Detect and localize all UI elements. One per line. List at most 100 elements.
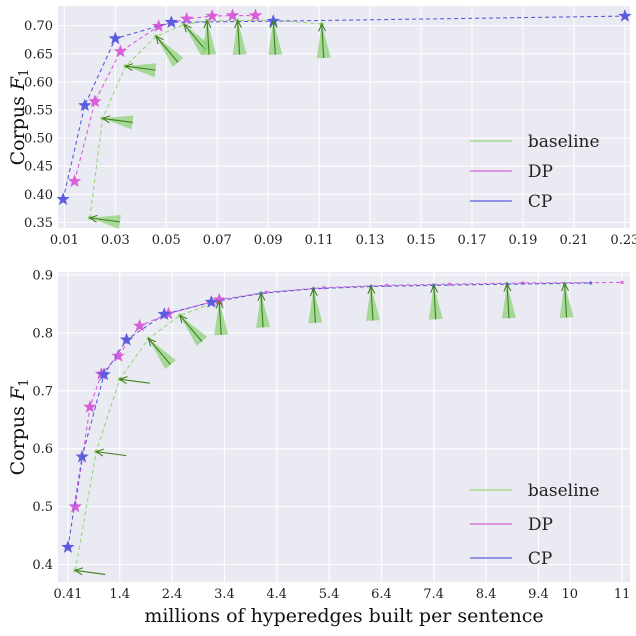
y-tick-label: 0.60 [24,75,53,90]
arrow-head [309,287,318,297]
arrow-head [367,285,376,295]
y-tick-label: 0.55 [24,103,53,118]
dp-point [520,280,526,286]
dp-point [384,282,390,288]
x-tick-label: 0.13 [356,233,385,248]
dp-point [180,11,194,25]
x-tick-label: 0.03 [101,233,130,248]
arrow-head [561,282,569,292]
arrow-head [318,22,327,32]
arrow-head [430,284,439,293]
x-tick-label: 0.41 [53,587,82,602]
y-tick-label: 0.70 [24,19,53,34]
arrow-shaft [433,285,437,320]
x-tick-label: 0.21 [559,233,588,248]
y-tick-label: 0.4 [32,558,53,573]
dp-point [113,44,128,58]
arrow-shaft [119,378,150,384]
arrow-head [215,299,224,309]
arrow-head [74,567,84,576]
cp-point [588,280,594,286]
legend-label-dp: DP [528,515,553,535]
y-tick-label: 0.50 [24,132,53,147]
y-tick-label: 0.40 [24,188,53,203]
arrow-shaft [155,35,179,63]
shaded-wedge [256,293,271,328]
y-tick-label: 0.45 [24,160,53,175]
chart-panel-2: 0.41 1.4 2.4 3.4 4.4 5.4 6.4 7.4 8.4 9.4 10 11 0.4 0.… [7,268,630,627]
x-tick-label: 0.05 [152,233,181,248]
dp-point [67,174,82,188]
arrow-head [269,19,278,29]
legend: baseline DP CP [469,481,600,569]
arrow-shaft [272,20,276,55]
dp-point [619,279,625,285]
arrow-head [503,282,512,292]
arrow-head [155,35,164,45]
x-tick-label: 1.4 [109,587,130,602]
arrow-head [183,23,192,33]
shaded-wedge [308,288,323,324]
x-tick-label: 0.17 [458,233,487,248]
shaded-wedge [202,20,217,56]
y-tick-label: 0.65 [24,47,53,62]
series-line-cp [67,282,591,548]
y-tick-label: 0.9 [32,268,53,283]
arrow-shaft [237,20,241,55]
plot-area [58,272,630,582]
arrow-head [234,19,243,29]
arrow-shaft [75,569,106,575]
arrow-shaft [218,300,222,336]
arrow-head [147,337,157,347]
dp-point [263,289,269,295]
arrow-shaft [370,286,374,321]
x-tick-label: 0.23 [610,233,636,248]
cp-point [108,31,122,45]
shaded-wedge [365,286,380,321]
cp-point [61,540,75,553]
cp-point [78,98,92,112]
y-axis-label: Corpus F1 [7,379,32,476]
legend-label-dp: DP [528,162,553,182]
x-tick-label: 5.4 [319,587,340,602]
arrow-head [124,63,134,71]
legend-label-baseline: baseline [528,481,600,501]
legend-label-cp: CP [528,549,552,569]
dp-point [205,9,219,22]
arrow-shaft [183,24,207,51]
dp-point [225,8,240,22]
dp-point [151,19,166,32]
shaded-wedge [559,283,574,318]
series-cp [61,280,594,553]
arrow-shaft [506,284,510,319]
cp-point [164,15,179,28]
x-axis-label: millions of hyperedges built per sentenc… [144,605,543,627]
y-tick-label: 0.5 [32,500,53,515]
cp-point [56,192,70,205]
cp-point [119,332,134,346]
arrow-shaft [564,283,568,318]
shaded-wedge [428,285,443,320]
shaded-wedge [232,20,247,56]
x-tick-label: 0.09 [254,233,283,248]
x-tick-label: 0.15 [407,233,436,248]
y-tick-label: 0.6 [32,442,53,457]
dp-point [446,281,452,287]
y-tick-label: 0.7 [32,384,53,399]
x-tick-label: 0.11 [305,233,334,248]
x-tick-label: 4.4 [266,587,287,602]
arrow-shaft [89,217,120,223]
arrow-head [179,314,188,324]
arrow-shaft [96,451,127,457]
y-axis-label: Corpus F1 [7,69,32,166]
arrow-shaft [179,315,203,342]
legend: baseline DP CP [469,132,600,212]
x-tick-label: 0.19 [509,233,538,248]
dp-point [321,285,327,290]
x-tick-label: 11 [614,587,631,602]
x-tick-label: 9.4 [528,587,549,602]
legend-label-baseline: baseline [528,132,600,152]
arrow-shaft [321,23,325,59]
y-tick-label: 0.35 [24,216,53,231]
dp-point [88,94,102,108]
